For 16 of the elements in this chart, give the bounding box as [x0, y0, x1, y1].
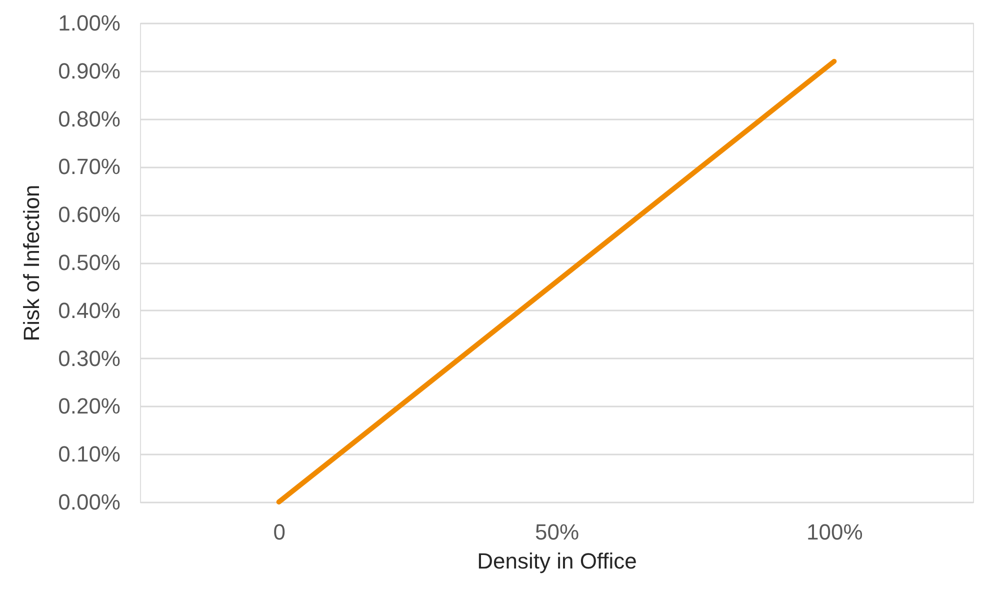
x-axis-title: Density in Office [477, 548, 637, 574]
y-tick-label: 0.60% [58, 202, 120, 228]
y-tick-label: 0.00% [58, 490, 120, 514]
y-tick-label: 0.30% [58, 346, 120, 371]
y-tick-label: 0.80% [58, 106, 120, 132]
y-tick-label: 1.00% [58, 10, 120, 36]
y-tick-label: 0.10% [58, 442, 120, 467]
x-tick-label: 50% [534, 520, 580, 544]
y-tick-label: 0.70% [58, 154, 120, 180]
y-tick-label: 0.40% [58, 298, 120, 323]
x-tick-label: 100% [806, 520, 863, 544]
y-tick-label: 0.50% [58, 250, 120, 275]
x-tick-label: 0 [273, 520, 286, 544]
y-axis-title: Risk of Infection [19, 184, 44, 342]
y-tick-label: 0.20% [58, 394, 120, 419]
y-tick-label: 0.90% [58, 58, 120, 84]
